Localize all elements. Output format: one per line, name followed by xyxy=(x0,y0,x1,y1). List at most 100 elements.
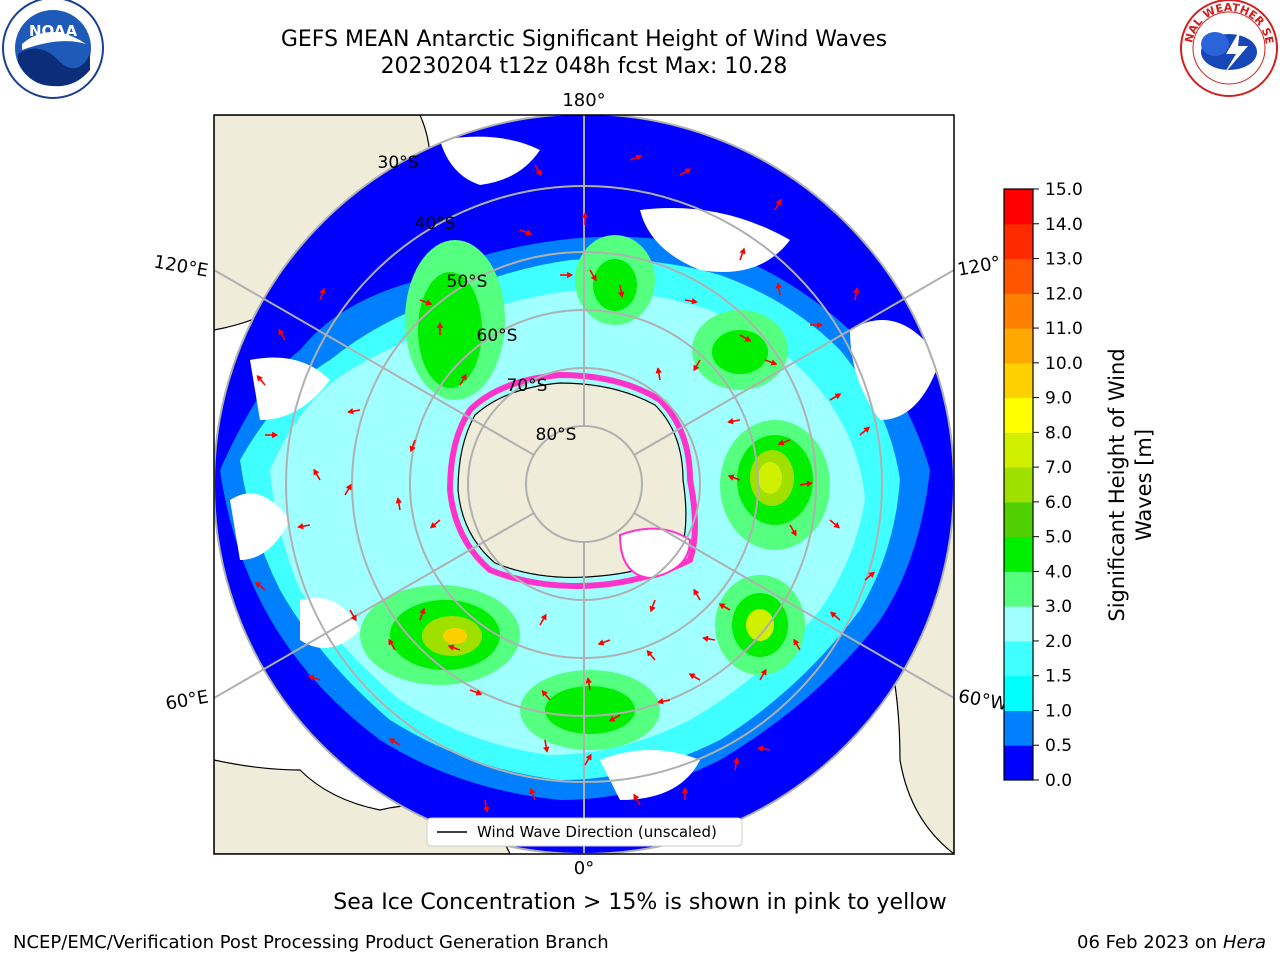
colorbar-tick-label: 9.0 xyxy=(1045,389,1072,409)
wave-direction-arrow-head xyxy=(693,364,700,372)
wave-direction-arrow-head xyxy=(733,757,740,764)
colorbar-segment xyxy=(1004,293,1033,329)
map-legend: Wind Wave Direction (unscaled) xyxy=(426,817,743,847)
colorbar-title-line2: Waves [m] xyxy=(1132,429,1156,541)
colorbar-segment xyxy=(1004,432,1033,468)
colorbar-segment xyxy=(1004,606,1033,642)
wave-direction-arrow-head xyxy=(727,418,734,425)
noaa-logo: NOAA xyxy=(2,0,104,99)
wave-direction-arrow-head xyxy=(853,287,860,294)
lat-label-70s: 70°S xyxy=(507,376,548,396)
wave-direction-arrow-head xyxy=(770,359,778,366)
wave-direction-arrow-head xyxy=(475,689,483,696)
legend-label: Wind Wave Direction (unscaled) xyxy=(477,823,717,841)
wave-direction-arrow-head xyxy=(834,393,842,400)
wave-direction-arrow-head xyxy=(863,426,870,433)
colorbar-tick-label: 8.0 xyxy=(1045,423,1072,443)
wave-direction-arrow-head xyxy=(425,299,433,306)
colorbar-title-line1: Significant Height of Wind xyxy=(1105,348,1129,621)
plot-frame xyxy=(213,114,955,855)
wave-direction-arrow-head xyxy=(460,373,467,381)
colorbar-segment xyxy=(1004,745,1033,781)
wave-direction-arrow-head xyxy=(777,439,785,446)
wave-direction-arrow-head xyxy=(739,247,746,255)
colorbar-tick-label: 11.0 xyxy=(1045,319,1083,339)
colorbar-segment xyxy=(1004,189,1033,225)
lon-label-120e: 120°E xyxy=(152,251,210,281)
colorbar-segment xyxy=(1004,397,1033,433)
wave-direction-arrow-head xyxy=(691,298,698,305)
colorbar-segment xyxy=(1004,258,1033,294)
colorbar-tick-label: 0.5 xyxy=(1045,736,1072,756)
wave-direction-arrow-head xyxy=(793,638,800,646)
colorbar-tick-label: 0.0 xyxy=(1045,771,1072,791)
wave-direction-arrow-head xyxy=(585,677,592,684)
map-plot-area xyxy=(214,115,954,854)
wave-direction-arrow-head xyxy=(256,375,263,382)
wave-direction-arrow-head xyxy=(608,715,616,722)
nws-logo: NATIONAL WEATHER SERVICE xyxy=(0,0,1278,97)
wave-direction-arrow-head xyxy=(347,408,354,415)
chart-subtitle: 20230204 t12z 048h fcst Max: 10.28 xyxy=(380,54,788,79)
lon-label-60w: 60°W xyxy=(957,686,1010,715)
wave-direction-arrow-head xyxy=(833,522,840,529)
footer-date: 06 Feb 2023 on Hera xyxy=(1077,932,1266,953)
lon-label-60e: 60°E xyxy=(164,686,210,714)
wave-direction-arrow-head xyxy=(657,698,664,705)
colorbar-tick-label: 1.5 xyxy=(1045,667,1072,687)
lat-label-80s: 80°S xyxy=(536,425,577,445)
wave-direction-arrow-head xyxy=(307,674,315,681)
wave-direction-arrow-head xyxy=(597,639,605,646)
wave-direction-arrow-head xyxy=(830,611,837,618)
colorbar-tick-label: 7.0 xyxy=(1045,458,1072,478)
sea-ice-caption: Sea Ice Concentration > 15% is shown in … xyxy=(333,890,947,915)
colorbar-tick-label: 1.0 xyxy=(1045,701,1072,721)
colorbar-tick-label: 13.0 xyxy=(1045,250,1083,270)
wave-direction-arrow-head xyxy=(655,367,662,374)
wave-direction-arrow-head xyxy=(483,806,490,813)
wave-direction-arrow-head xyxy=(635,154,643,161)
wave-direction-arrow-head xyxy=(649,605,656,613)
wave-direction-arrow-head xyxy=(757,745,764,752)
wave-direction-arrow-head xyxy=(790,529,797,537)
wave-direction-arrow-head xyxy=(693,588,700,596)
wave-direction-arrow-head xyxy=(817,321,824,329)
nws-logo-text: NATIONAL WEATHER SERVICE xyxy=(0,0,1276,45)
colorbar-segment xyxy=(1004,640,1033,677)
colorbar-segment xyxy=(1004,675,1033,711)
graticule xyxy=(214,115,954,854)
wave-direction-arrow-head xyxy=(278,328,285,336)
lat-label-30s: 30°S xyxy=(378,153,419,173)
colorbar-tick-label: 15.0 xyxy=(1045,180,1083,200)
lon-label-180: 180° xyxy=(562,90,605,111)
chart-title: GEFS MEAN Antarctic Significant Height o… xyxy=(280,27,888,52)
wave-direction-arrow-head xyxy=(319,287,326,295)
lat-label-40s: 40°S xyxy=(415,214,456,234)
wave-direction-arrow-head xyxy=(345,483,352,491)
wind-wave-direction-arrows xyxy=(255,154,875,813)
wave-direction-arrow-head xyxy=(702,635,709,642)
lat-label-60s: 60°S xyxy=(477,326,518,346)
wave-direction-arrow-head xyxy=(744,335,752,342)
colorbar-segment xyxy=(1004,328,1033,364)
wave-direction-arrow-head xyxy=(540,613,547,621)
wave-direction-arrow-head xyxy=(313,468,320,476)
wave-direction-arrow-head xyxy=(543,746,550,753)
colorbar-tick-label: 5.0 xyxy=(1045,528,1072,548)
wave-direction-arrow-head xyxy=(447,644,455,651)
colorbar-segment xyxy=(1004,223,1033,260)
wave-direction-arrow-head xyxy=(541,690,548,697)
lat-label-50s: 50°S xyxy=(447,272,488,292)
lon-label-120w: 120° xyxy=(956,252,1002,280)
wave-direction-arrow-head xyxy=(775,282,782,289)
wave-direction-arrow-head xyxy=(684,168,692,175)
colorbar: 0.0 0.5 1.0 1.5 2.0 3.0 4.0 5.0 6.0 7.0 8.0 9.0 10.0… xyxy=(1003,180,1156,791)
footer-host: Hera xyxy=(1222,932,1266,953)
wave-direction-arrow-head xyxy=(388,738,396,745)
colorbar-tick-label: 3.0 xyxy=(1045,597,1072,617)
colorbar-segment xyxy=(1004,571,1033,607)
lon-label-0: 0° xyxy=(574,858,594,879)
wave-direction-arrow-head xyxy=(760,668,767,676)
wave-direction-arrow-head xyxy=(436,321,444,328)
